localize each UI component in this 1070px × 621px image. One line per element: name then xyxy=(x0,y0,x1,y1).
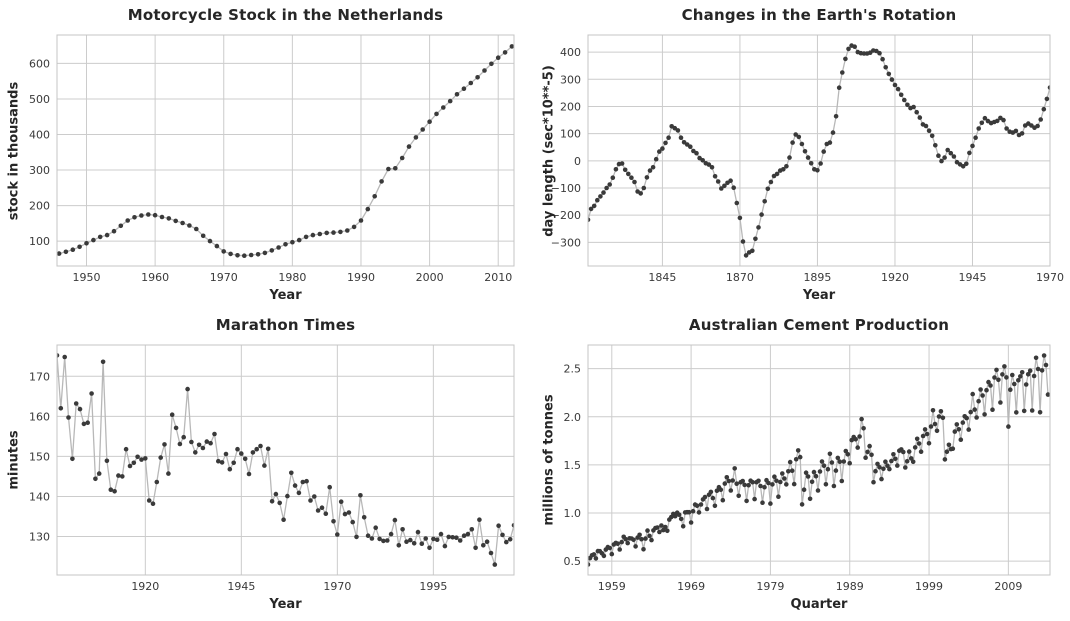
data-series xyxy=(56,353,515,567)
data-series xyxy=(56,44,515,258)
x-tick-label: 1970 xyxy=(1036,271,1064,284)
y-tick-label: −100 xyxy=(551,182,581,195)
motorcycle-chart-title: Motorcycle Stock in the Netherlands xyxy=(127,6,444,24)
x-tick-label: 2009 xyxy=(994,580,1022,593)
chart-panel-cement-production: 1959 1969 1979 1989 1999 2009 0.5 1.0 1.5 2.0 2.5 … xyxy=(535,310,1070,621)
x-tick-label: 1920 xyxy=(881,271,909,284)
y-tick-label: −200 xyxy=(551,209,581,222)
gridlines xyxy=(57,35,514,266)
x-tick-label: 1950 xyxy=(73,271,101,284)
y-tick-label: 300 xyxy=(29,164,50,177)
x-tick-label: 1870 xyxy=(726,271,754,284)
y-tick-label: 1.0 xyxy=(564,507,582,520)
x-tick-label: 1945 xyxy=(958,271,986,284)
cement-x-axis-label: Quarter xyxy=(790,597,848,612)
x-tick-label: 1995 xyxy=(419,580,447,593)
cement-production-chart: 1959 1969 1979 1989 1999 2009 0.5 1.0 1.5 2.0 2.5 xyxy=(535,310,1070,621)
chart-panel-marathon-times: 1920 1945 1970 1995 130 140 150 160 170 Marathon… xyxy=(0,310,535,621)
earth-rotation-y-axis-label: day length (sec*10**-5) xyxy=(541,64,557,237)
y-tick-label: 300 xyxy=(560,73,581,86)
y-tick-label: 600 xyxy=(29,57,50,70)
motorcycle-stock-chart: 1950 1960 1970 1980 1990 2000 2010 100 200 300 400… xyxy=(0,0,535,310)
y-tick-label: 2.5 xyxy=(564,363,582,376)
chart-panel-earth-rotation: 1845 1870 1895 1920 1945 1970 −300 −200 −100 0 100… xyxy=(535,0,1070,310)
y-tick-label: 100 xyxy=(560,128,581,141)
y-tick-label: 400 xyxy=(29,129,50,142)
x-tick-label: 1845 xyxy=(648,271,676,284)
chart-panel-motorcycle-stock: 1950 1960 1970 1980 1990 2000 2010 100 200 300 400… xyxy=(0,0,535,310)
axes-spines xyxy=(587,34,1051,267)
cement-chart-title: Australian Cement Production xyxy=(688,316,950,334)
x-tick-label: 1959 xyxy=(598,580,626,593)
y-tick-label: −300 xyxy=(551,236,581,249)
x-tick-label: 1895 xyxy=(803,271,831,284)
x-tick-label: 1979 xyxy=(756,580,784,593)
axes-spines xyxy=(56,34,515,267)
earth-rotation-x-axis-label: Year xyxy=(802,288,836,303)
x-tick-label: 1980 xyxy=(278,271,306,284)
data-series xyxy=(587,353,1051,567)
y-tick-label: 1.5 xyxy=(564,459,582,472)
x-tick-label: 1970 xyxy=(323,580,351,593)
x-tick-label: 1970 xyxy=(210,271,238,284)
y-tick-label: 0.5 xyxy=(564,555,582,568)
y-tick-label: 200 xyxy=(29,200,50,213)
x-tick-label: 1920 xyxy=(131,580,159,593)
earth-rotation-chart-title: Changes in the Earth's Rotation xyxy=(681,6,957,24)
marathon-y-axis-label: minutes xyxy=(6,430,22,490)
y-tick-label: 0 xyxy=(574,155,581,168)
axes-spines xyxy=(56,344,515,576)
axes-spines xyxy=(587,344,1051,576)
x-tick-label: 1960 xyxy=(141,271,169,284)
x-tick-label: 1990 xyxy=(347,271,375,284)
x-tick-label: 1999 xyxy=(915,580,943,593)
earth-rotation-chart: 1845 1870 1895 1920 1945 1970 −300 −200 −100 0 100… xyxy=(535,0,1070,310)
y-tick-label: 200 xyxy=(560,100,581,113)
cement-y-axis-label: millions of tonnes xyxy=(541,394,557,526)
y-tick-label: 160 xyxy=(29,410,50,423)
motorcycle-x-axis-label: Year xyxy=(269,288,302,303)
data-series xyxy=(587,43,1051,258)
marathon-times-chart: 1920 1945 1970 1995 130 140 150 160 170 xyxy=(0,310,535,621)
y-tick-label: 150 xyxy=(29,450,50,463)
y-tick-label: 500 xyxy=(29,93,50,106)
x-tick-label: 2010 xyxy=(484,271,512,284)
y-tick-label: 400 xyxy=(560,46,581,59)
y-tick-label: 170 xyxy=(29,370,50,383)
y-tick-label: 2.0 xyxy=(564,411,582,424)
marathon-x-axis-label: Year xyxy=(269,597,302,612)
y-tick-label: 140 xyxy=(29,490,50,503)
motorcycle-y-axis-label: stock in thousands xyxy=(6,81,22,220)
x-tick-label: 1989 xyxy=(836,580,864,593)
x-tick-label: 2000 xyxy=(416,271,444,284)
y-tick-label: 130 xyxy=(29,531,50,544)
x-tick-label: 1969 xyxy=(677,580,705,593)
x-tick-label: 1945 xyxy=(227,580,255,593)
gridlines xyxy=(57,345,514,575)
marathon-chart-title: Marathon Times xyxy=(215,316,356,334)
y-tick-label: 100 xyxy=(29,235,50,248)
